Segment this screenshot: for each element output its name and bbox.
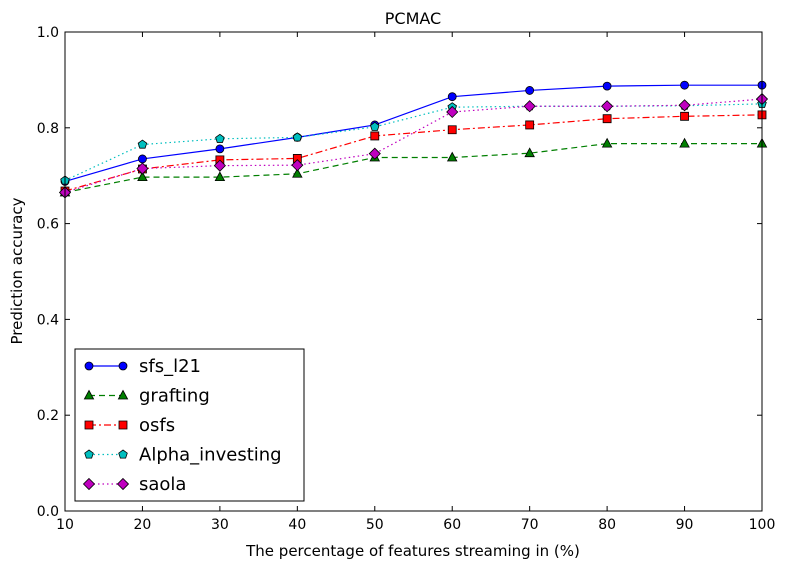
data-point	[523, 100, 536, 113]
series-saola	[58, 92, 769, 199]
data-point	[447, 92, 457, 102]
data-point	[368, 147, 381, 160]
plot-frame	[64, 31, 763, 512]
data-point	[601, 100, 614, 113]
data-point	[602, 114, 612, 124]
data-point	[602, 81, 612, 91]
x-tick-label: 40	[288, 517, 306, 533]
data-point	[680, 111, 689, 121]
data-point	[292, 167, 303, 178]
data-point	[680, 80, 689, 90]
x-tick-label: 50	[366, 517, 384, 533]
data-point	[525, 120, 535, 130]
data-point	[601, 137, 613, 148]
legend-entry: sfs_l21	[84, 356, 201, 377]
data-point	[370, 121, 380, 131]
data-point	[447, 125, 457, 135]
legend-label: grafting	[139, 386, 210, 407]
legend-label: Alpha_investing	[139, 445, 282, 466]
data-point	[678, 99, 691, 112]
y-tick-label: 0.6	[37, 217, 59, 233]
legend-entry: osfs	[84, 415, 175, 436]
legend-label: sfs_l21	[139, 356, 201, 377]
series-line	[64, 114, 763, 192]
data-point	[446, 151, 458, 162]
axes: 10 20 30 40 50 60 70 80 90 100 0.0 0.2 0.4 0.6 0.8 1.0	[37, 25, 776, 533]
data-point	[679, 137, 690, 148]
legend-marker	[84, 361, 94, 371]
legend-marker	[118, 361, 128, 371]
y-tick-label: 0.0	[37, 504, 59, 520]
legend-marker	[84, 420, 94, 430]
legend-marker	[117, 389, 129, 400]
data-point	[138, 154, 147, 164]
x-tick-label: 60	[443, 517, 461, 533]
x-tick-label: 30	[211, 517, 229, 533]
x-tick-label: 100	[749, 517, 776, 533]
y-axis-label: Prediction accuracy	[8, 197, 26, 344]
legend-marker	[118, 449, 128, 459]
legend-label: saola	[139, 474, 186, 495]
x-tick-label: 20	[134, 517, 152, 533]
x-tick-label: 90	[676, 517, 694, 533]
data-point	[137, 139, 148, 149]
series-line	[64, 143, 762, 194]
legend-marker	[82, 477, 96, 491]
data-point	[525, 86, 535, 95]
x-axis-label: The percentage of features streaming in …	[245, 542, 580, 560]
legend-entry: Alpha_investing	[84, 445, 282, 466]
series-line	[64, 84, 762, 183]
x-tick-label: 80	[598, 517, 616, 533]
data-point	[446, 105, 459, 119]
data-point	[137, 171, 148, 182]
legend-marker	[83, 389, 95, 400]
legend-box	[74, 348, 305, 502]
legend-marker	[116, 477, 130, 491]
data-point	[292, 154, 302, 163]
data-point	[524, 147, 535, 158]
legend-marker	[84, 449, 94, 459]
legend-marker	[118, 420, 128, 430]
plot-area	[58, 80, 769, 199]
data-point	[370, 131, 380, 141]
y-tick-label: 0.8	[37, 121, 59, 137]
data-point	[136, 162, 149, 175]
series-grafting	[59, 137, 768, 197]
data-point	[215, 144, 225, 154]
data-point	[292, 132, 303, 142]
y-tick-label: 0.2	[37, 408, 59, 424]
legend-entry: grafting	[83, 386, 210, 407]
x-tick-label: 10	[56, 517, 74, 533]
data-point	[215, 133, 225, 143]
x-tick-label: 70	[521, 517, 539, 533]
y-tick-label: 1.0	[37, 25, 59, 41]
legend-label: osfs	[139, 415, 175, 436]
y-tick-label: 0.4	[37, 312, 59, 328]
legend-entry: saola	[82, 474, 186, 495]
data-point	[291, 159, 304, 172]
data-point	[214, 171, 226, 182]
data-point	[213, 159, 226, 172]
chart-title: PCMAC	[385, 9, 441, 28]
